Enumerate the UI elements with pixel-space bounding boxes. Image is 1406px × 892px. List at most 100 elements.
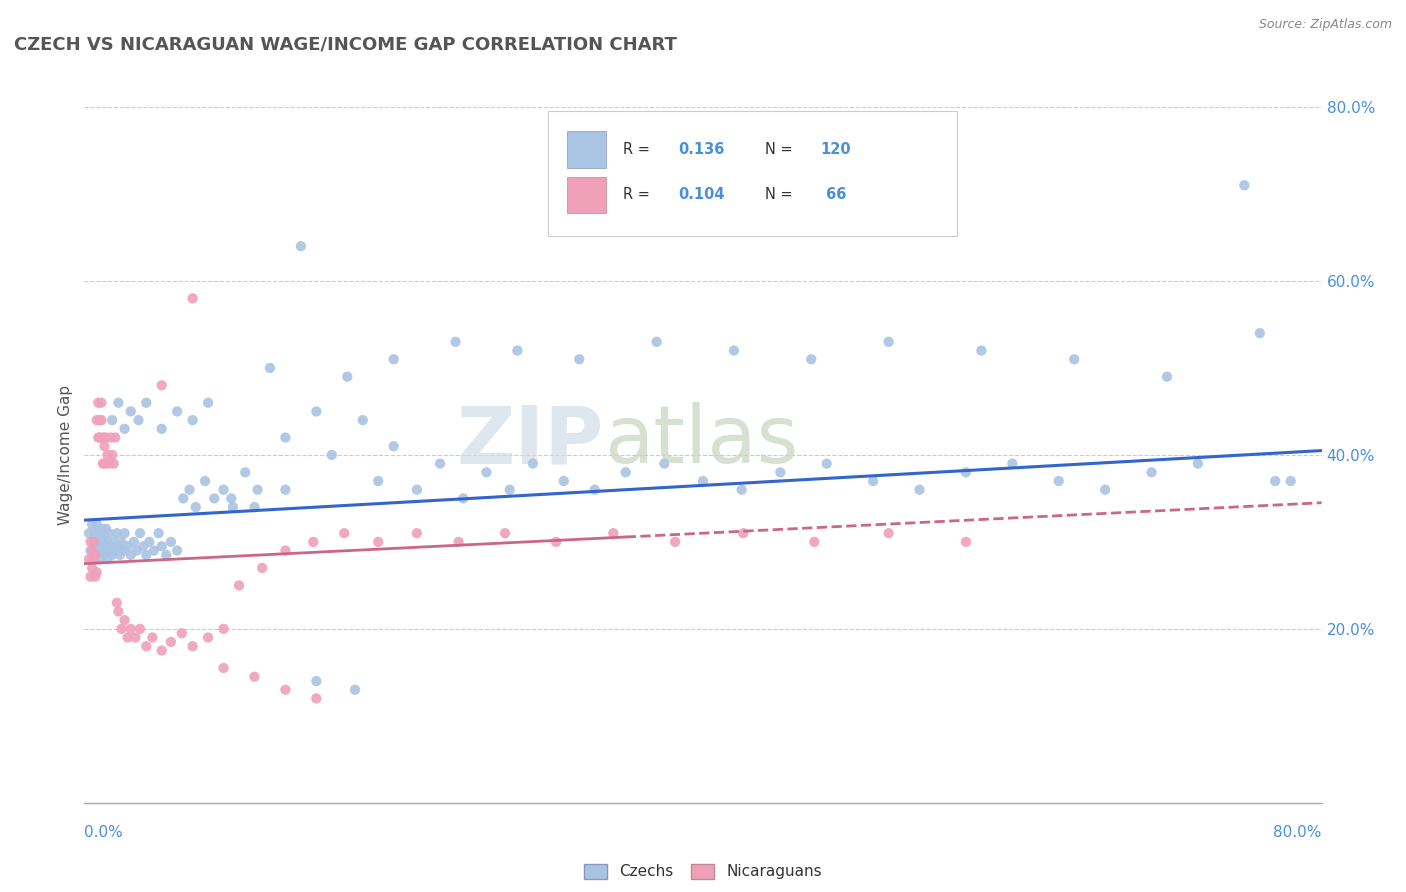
Point <box>110 534 132 549</box>
Point <box>101 413 124 427</box>
Text: R =: R = <box>623 142 654 157</box>
Point <box>179 483 201 497</box>
Point <box>122 534 145 549</box>
Point <box>114 613 136 627</box>
Point <box>862 474 884 488</box>
Point <box>723 343 745 358</box>
Point <box>343 682 366 697</box>
Point <box>955 466 977 480</box>
Point <box>243 670 266 684</box>
Point <box>1047 474 1070 488</box>
Point <box>96 448 118 462</box>
Point <box>90 396 112 410</box>
Point <box>583 483 606 497</box>
Point <box>1279 474 1302 488</box>
Text: N =: N = <box>765 142 797 157</box>
Point <box>769 466 792 480</box>
Point <box>602 526 624 541</box>
Point <box>170 626 193 640</box>
Point <box>108 548 131 562</box>
Point <box>101 448 124 462</box>
Point <box>181 639 204 653</box>
Point <box>150 539 173 553</box>
Point <box>103 457 125 471</box>
Text: ZIP: ZIP <box>457 402 605 480</box>
Point <box>305 674 328 689</box>
Point <box>692 474 714 488</box>
Point <box>129 622 152 636</box>
Point <box>160 534 183 549</box>
Point <box>84 526 107 541</box>
Point <box>94 522 117 536</box>
Point <box>733 526 755 541</box>
Point <box>219 491 242 506</box>
Point <box>1233 178 1256 193</box>
Point <box>141 631 163 645</box>
Point <box>250 561 273 575</box>
Point <box>664 534 686 549</box>
Point <box>382 439 405 453</box>
FancyBboxPatch shape <box>567 131 606 168</box>
Text: 120: 120 <box>821 142 851 157</box>
Point <box>107 539 129 553</box>
Point <box>93 543 115 558</box>
Point <box>87 543 110 558</box>
Point <box>112 543 135 558</box>
Point <box>82 561 104 575</box>
Point <box>100 431 122 445</box>
Point <box>494 526 516 541</box>
Point <box>150 422 173 436</box>
Point <box>93 457 115 471</box>
Legend: Czechs, Nicaraguans: Czechs, Nicaraguans <box>578 857 828 886</box>
Point <box>506 343 529 358</box>
Text: 0.104: 0.104 <box>678 187 724 202</box>
Point <box>184 500 207 514</box>
Point <box>87 396 110 410</box>
FancyBboxPatch shape <box>567 177 606 213</box>
Point <box>124 631 146 645</box>
Point <box>228 578 250 592</box>
Point <box>77 552 100 566</box>
Point <box>86 566 108 580</box>
Point <box>91 548 114 562</box>
Point <box>553 474 575 488</box>
Point <box>336 369 359 384</box>
Point <box>100 539 122 553</box>
Point <box>110 622 132 636</box>
Point <box>222 500 245 514</box>
Point <box>90 539 112 553</box>
Point <box>172 491 194 506</box>
Point <box>84 548 107 562</box>
Point <box>194 474 217 488</box>
Point <box>1187 457 1209 471</box>
Point <box>150 643 173 657</box>
Point <box>135 639 157 653</box>
Point <box>135 548 157 562</box>
Text: atlas: atlas <box>605 402 799 480</box>
Point <box>83 552 105 566</box>
Point <box>233 466 256 480</box>
Point <box>93 439 115 453</box>
Point <box>89 552 111 566</box>
Point <box>955 534 977 549</box>
Point <box>405 526 427 541</box>
Point <box>89 539 111 553</box>
Point <box>84 539 107 553</box>
Point <box>305 691 328 706</box>
Point <box>101 548 124 562</box>
Point <box>114 422 136 436</box>
Text: 80.0%: 80.0% <box>1274 825 1322 840</box>
Point <box>1063 352 1085 367</box>
Point <box>259 360 281 375</box>
Text: 0.0%: 0.0% <box>84 825 124 840</box>
Point <box>143 543 166 558</box>
Point <box>86 517 108 532</box>
Text: CZECH VS NICARAGUAN WAGE/INCOME GAP CORRELATION CHART: CZECH VS NICARAGUAN WAGE/INCOME GAP CORR… <box>14 36 676 54</box>
Point <box>305 404 328 418</box>
Point <box>1140 466 1163 480</box>
Point <box>91 457 114 471</box>
Point <box>98 457 121 471</box>
Point <box>132 539 155 553</box>
Point <box>274 543 297 558</box>
Point <box>197 631 219 645</box>
